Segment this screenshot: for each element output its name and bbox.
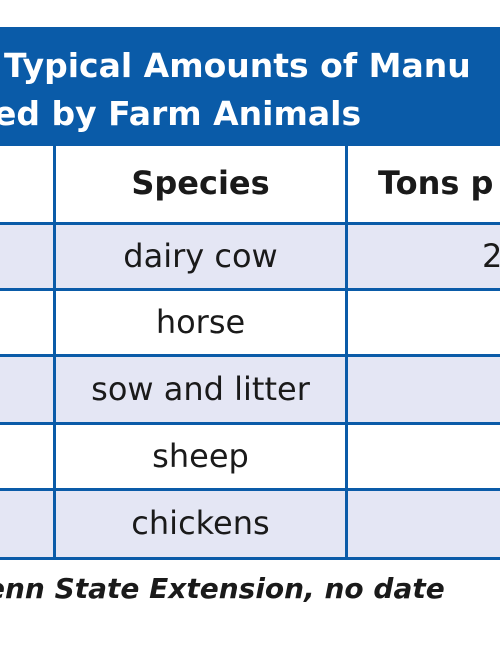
row-divider-3 [0, 422, 500, 425]
row-4-cell-tons [348, 425, 500, 488]
row-2-cell-species: horse [56, 291, 345, 354]
row-1-cell-blank [0, 225, 53, 288]
header-cell-tons: Tons p [348, 146, 500, 222]
row-5-cell-blank [0, 491, 53, 557]
row-5-cell-species: chickens [56, 491, 345, 557]
row-5-cell-tons [348, 491, 500, 557]
row-3-cell-blank [0, 357, 53, 422]
column-divider-2 [345, 146, 348, 560]
column-divider-1 [53, 146, 56, 560]
row-2-species: horse [155, 303, 246, 341]
row-4-cell-blank [0, 425, 53, 488]
row-divider-header [0, 222, 500, 225]
row-1-tons: 2 [482, 237, 500, 275]
row-4-cell-species: sheep [56, 425, 345, 488]
row-2-cell-tons [348, 291, 500, 354]
header-cell-species: Species [56, 146, 345, 222]
manure-table: Species Tons p dairy cow 2 horse sow and… [0, 146, 500, 560]
row-divider-1 [0, 288, 500, 291]
row-2-cell-blank [0, 291, 53, 354]
header-cell-blank [0, 146, 53, 222]
table-source-note: enn State Extension, no date [0, 572, 445, 605]
row-divider-2 [0, 354, 500, 357]
header-tons: Tons p [378, 164, 494, 202]
row-4-species: sheep [152, 437, 249, 475]
row-3-species: sow and litter [91, 370, 310, 408]
row-divider-4 [0, 488, 500, 491]
row-1-cell-species: dairy cow [56, 225, 345, 288]
row-3-cell-species: sow and litter [56, 357, 345, 422]
row-1-species: dairy cow [123, 237, 278, 275]
row-3-cell-tons [348, 357, 500, 422]
table-title-line-2: ed by Farm Animals [0, 94, 362, 133]
table-title-line-1: Typical Amounts of Manu [4, 46, 471, 85]
header-species: Species [131, 164, 270, 202]
row-1-cell-tons: 2 [348, 225, 500, 288]
row-5-species: chickens [131, 504, 270, 542]
table-title-band: Typical Amounts of Manu ed by Farm Anima… [0, 27, 500, 146]
table-bottom-border [0, 557, 500, 560]
